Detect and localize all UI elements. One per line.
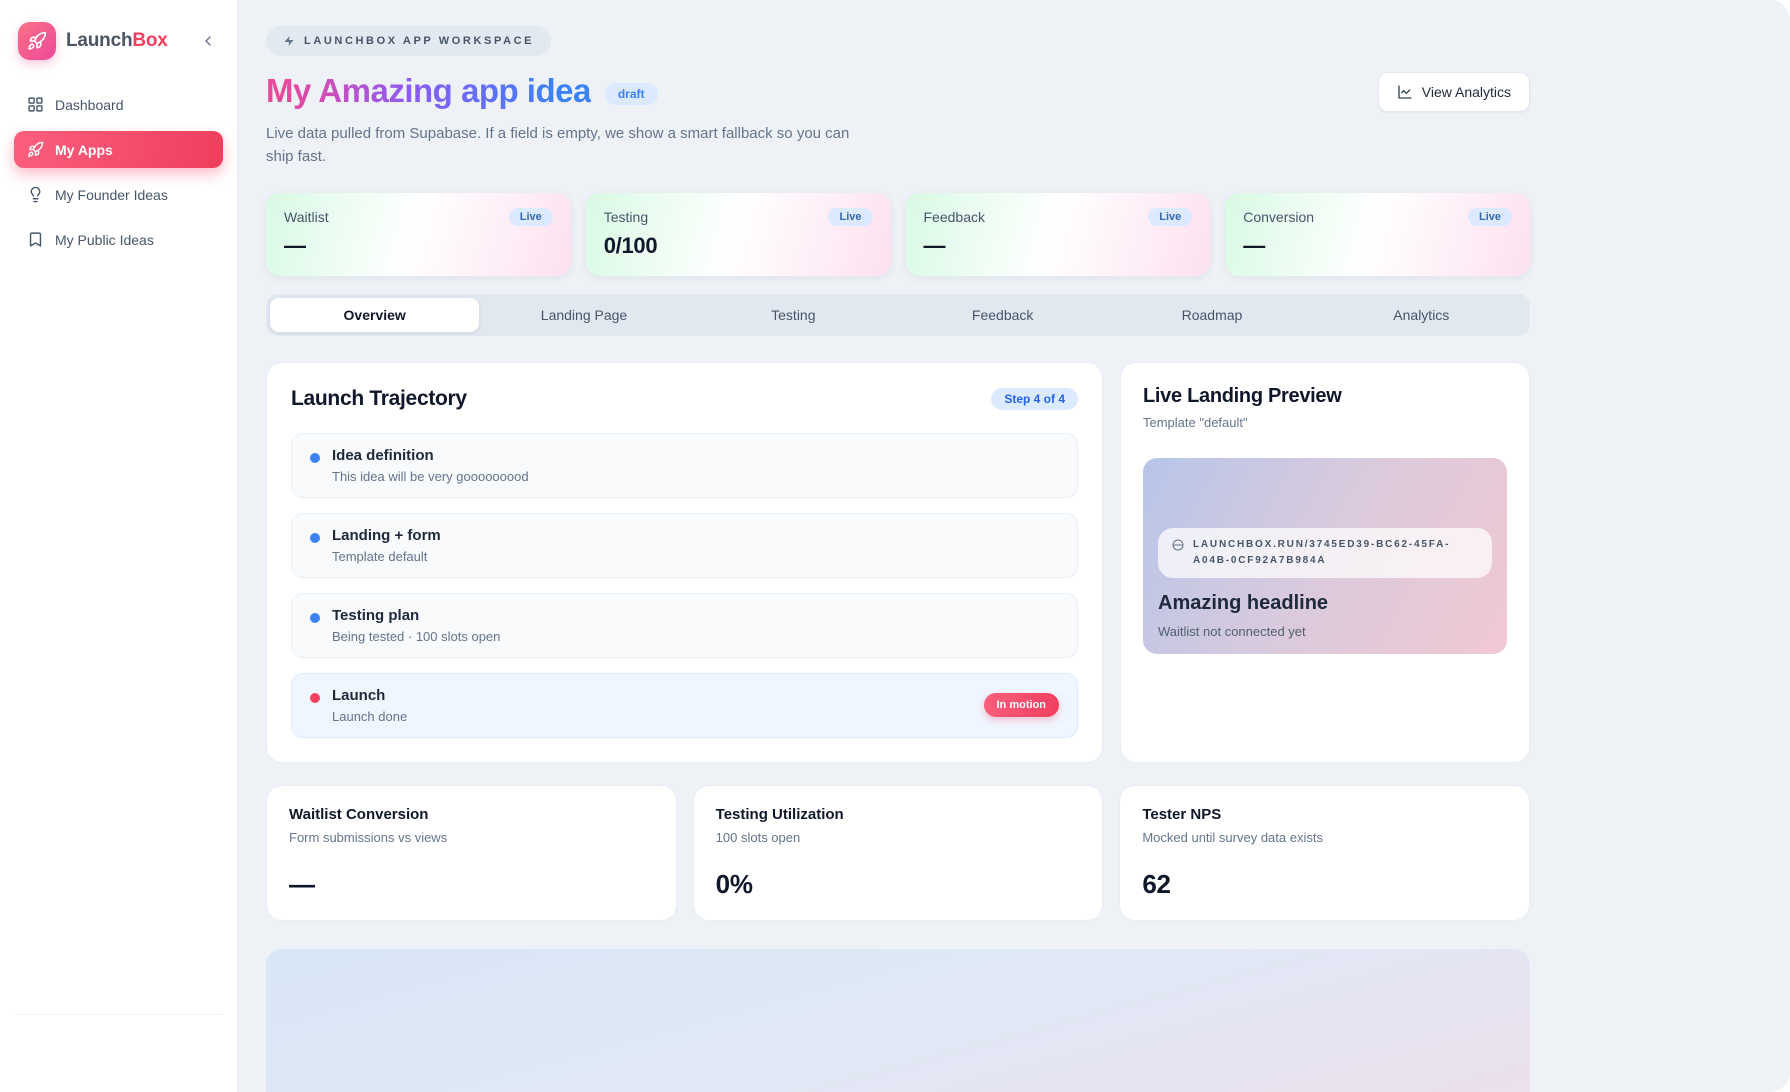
sidebar-footer bbox=[14, 1014, 223, 1078]
preview-template-label: Template "default" bbox=[1143, 414, 1248, 430]
landing-waitlist-note: Waitlist not connected yet bbox=[1158, 623, 1306, 639]
landing-url-pill[interactable]: LAUNCHBOX.RUN/3745ED39-BC62-45FA-A04B-0C… bbox=[1158, 527, 1492, 578]
workspace-badge-label: LAUNCHBOX APP WORKSPACE bbox=[304, 35, 535, 47]
landing-url: LAUNCHBOX.RUN/3745ED39-BC62-45FA-A04B-0C… bbox=[1193, 538, 1451, 566]
sidebar-item-label: My Apps bbox=[55, 141, 113, 158]
trajectory-title: Launch Trajectory bbox=[291, 386, 467, 410]
view-analytics-label: View Analytics bbox=[1421, 84, 1511, 100]
step-landing-form[interactable]: Landing + form Template default bbox=[291, 512, 1078, 578]
in-motion-badge: In motion bbox=[983, 693, 1059, 717]
sidebar-item-label: My Founder Ideas bbox=[55, 186, 168, 203]
main-content: LAUNCHBOX APP WORKSPACE My Amazing app i… bbox=[238, 0, 1790, 1092]
metric-card-testing-utilization: Testing Utilization 100 slots open 0% bbox=[692, 784, 1104, 921]
sidebar-item-label: Dashboard bbox=[55, 96, 124, 113]
landing-preview-thumbnail: LAUNCHBOX.RUN/3745ED39-BC62-45FA-A04B-0C… bbox=[1143, 457, 1507, 654]
metric-subtitle: Mocked until survey data exists bbox=[1142, 829, 1323, 845]
stat-card-testing: Testing Live 0/100 bbox=[585, 192, 891, 276]
sidebar-item-my-founder-ideas[interactable]: My Founder Ideas bbox=[14, 176, 223, 213]
trajectory-steps: Idea definition This idea will be very g… bbox=[291, 432, 1078, 738]
step-progress-badge: Step 4 of 4 bbox=[991, 387, 1078, 410]
rocket-icon bbox=[28, 141, 44, 157]
workspace-badge: LAUNCHBOX APP WORKSPACE bbox=[266, 26, 552, 56]
metric-subtitle: Form submissions vs views bbox=[289, 829, 448, 845]
metrics-row: Waitlist Conversion Form submissions vs … bbox=[266, 784, 1530, 921]
step-dot bbox=[310, 532, 320, 543]
stat-label: Conversion bbox=[1243, 208, 1315, 225]
tab-feedback[interactable]: Feedback bbox=[971, 306, 1034, 323]
stat-value: — bbox=[284, 232, 306, 258]
page-subtitle: Live data pulled from Supabase. If a fie… bbox=[266, 125, 850, 166]
bolt-icon bbox=[284, 36, 294, 46]
tab-bar: Overview Landing Page Testing Feedback R… bbox=[266, 293, 1530, 336]
step-dot bbox=[310, 692, 320, 703]
line-chart-icon bbox=[1398, 85, 1412, 99]
step-subtitle: Being tested · 100 slots open bbox=[332, 628, 501, 644]
stat-card-waitlist: Waitlist Live — bbox=[266, 192, 571, 276]
tab-landing-page[interactable]: Landing Page bbox=[540, 306, 628, 323]
metric-value: 62 bbox=[1142, 868, 1171, 899]
step-title: Landing + form bbox=[332, 526, 441, 544]
page-title: My Amazing app idea bbox=[266, 72, 591, 109]
tab-overview[interactable]: Overview bbox=[270, 297, 480, 332]
stat-card-feedback: Feedback Live — bbox=[905, 192, 1211, 276]
globe-icon bbox=[1172, 539, 1184, 550]
live-badge: Live bbox=[1148, 207, 1193, 226]
metric-title: Waitlist Conversion bbox=[289, 805, 429, 823]
metric-card-waitlist-conversion: Waitlist Conversion Form submissions vs … bbox=[266, 784, 677, 921]
metric-value: 0% bbox=[715, 868, 753, 899]
metric-subtitle: 100 slots open bbox=[715, 829, 801, 845]
step-title: Idea definition bbox=[332, 446, 434, 464]
sidebar-item-my-apps[interactable]: My Apps bbox=[14, 131, 223, 168]
preview-title: Live Landing Preview bbox=[1143, 384, 1342, 407]
tab-analytics[interactable]: Analytics bbox=[1393, 306, 1450, 323]
stat-card-conversion: Conversion Live — bbox=[1225, 192, 1530, 276]
status-badge: draft bbox=[604, 83, 658, 105]
sidebar-item-my-public-ideas[interactable]: My Public Ideas bbox=[14, 221, 223, 258]
live-badge: Live bbox=[1467, 207, 1512, 226]
sidebar-item-dashboard[interactable]: Dashboard bbox=[14, 86, 223, 123]
metric-card-tester-nps: Tester NPS Mocked until survey data exis… bbox=[1119, 784, 1530, 921]
stat-value: 0/100 bbox=[603, 232, 658, 258]
brand[interactable]: LaunchBox bbox=[14, 18, 223, 80]
lightbulb-icon bbox=[30, 186, 41, 203]
step-dot bbox=[310, 612, 320, 623]
metric-title: Tester NPS bbox=[1142, 805, 1222, 823]
bookmark-icon bbox=[29, 232, 42, 247]
grid-icon bbox=[28, 97, 43, 112]
step-subtitle: Launch done bbox=[332, 708, 408, 724]
live-badge: Live bbox=[828, 207, 873, 226]
step-subtitle: Template default bbox=[332, 548, 428, 564]
stat-value: — bbox=[923, 232, 946, 258]
view-analytics-button[interactable]: View Analytics bbox=[1377, 72, 1530, 112]
landing-headline: Amazing headline bbox=[1158, 591, 1329, 614]
metric-value: — bbox=[289, 868, 315, 899]
brand-logo-rocket-icon bbox=[18, 22, 56, 60]
stat-label: Feedback bbox=[923, 208, 985, 225]
live-badge: Live bbox=[508, 207, 553, 226]
step-title: Launch bbox=[332, 686, 386, 704]
sidebar-item-label: My Public Ideas bbox=[55, 231, 154, 248]
step-testing-plan[interactable]: Testing plan Being tested · 100 slots op… bbox=[291, 592, 1078, 658]
step-dot bbox=[310, 452, 320, 463]
live-landing-preview-card: Live Landing Preview Template "default" … bbox=[1120, 361, 1530, 763]
step-subtitle: This idea will be very gooooooood bbox=[332, 468, 529, 484]
tab-roadmap[interactable]: Roadmap bbox=[1181, 306, 1243, 323]
sidebar: LaunchBox Dashboard My Apps bbox=[0, 0, 238, 1092]
metric-title: Testing Utilization bbox=[715, 805, 844, 823]
chevron-left-icon bbox=[205, 36, 211, 46]
sidebar-nav: Dashboard My Apps My Founder Ideas My Pu… bbox=[14, 86, 223, 258]
stat-label: Waitlist bbox=[284, 208, 329, 225]
stat-value: — bbox=[1243, 232, 1265, 258]
brand-name: LaunchBox bbox=[66, 30, 168, 51]
bottom-section-banner bbox=[266, 948, 1530, 1092]
launch-trajectory-card: Launch Trajectory Step 4 of 4 Idea defin… bbox=[266, 361, 1103, 763]
step-launch[interactable]: Launch Launch done In motion bbox=[291, 672, 1078, 738]
tab-testing[interactable]: Testing bbox=[771, 306, 816, 323]
step-title: Testing plan bbox=[332, 606, 420, 624]
stat-label: Testing bbox=[603, 208, 649, 225]
step-idea-definition[interactable]: Idea definition This idea will be very g… bbox=[291, 432, 1078, 498]
sidebar-collapse-button[interactable] bbox=[197, 30, 219, 52]
stats-row: Waitlist Live — Testing Live 0/100 Feedb… bbox=[266, 192, 1530, 276]
